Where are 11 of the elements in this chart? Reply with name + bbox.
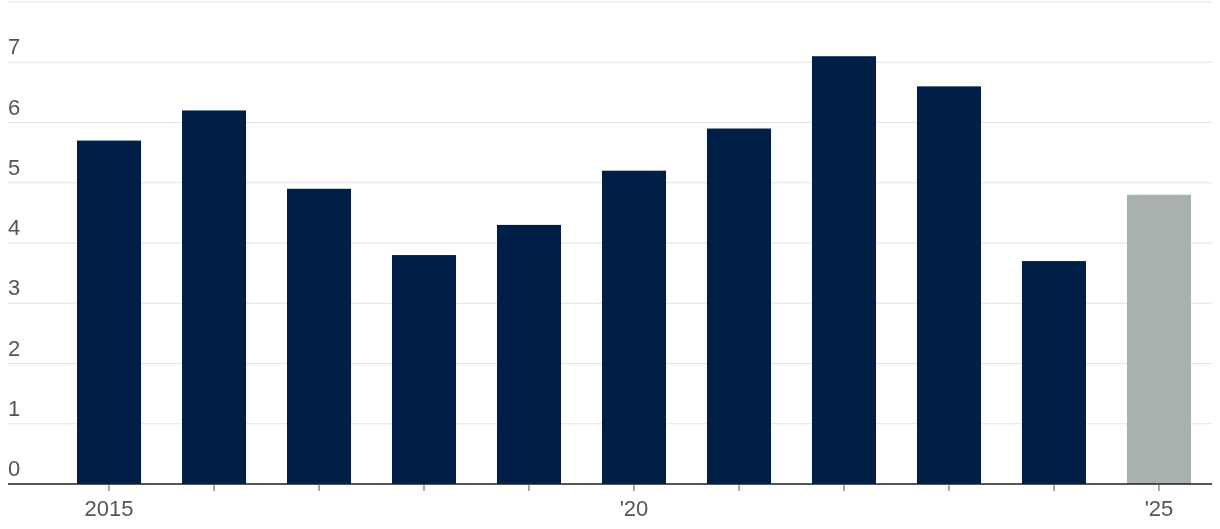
y-tick-label: 2 (8, 335, 21, 361)
y-tick-label: 0 (8, 456, 21, 481)
y-tick-label: 5 (8, 154, 21, 180)
y-tick-label: 7 (8, 34, 21, 60)
x-tick-label: 2015 (84, 496, 134, 521)
y-tick-label: 4 (8, 215, 21, 240)
y-tick-label: 1 (8, 395, 21, 421)
x-tick-label: '25 (1144, 496, 1174, 521)
y-tick-label: 6 (8, 94, 21, 120)
x-tick-label: '20 (619, 496, 649, 521)
y-tick-label: 3 (8, 275, 21, 301)
